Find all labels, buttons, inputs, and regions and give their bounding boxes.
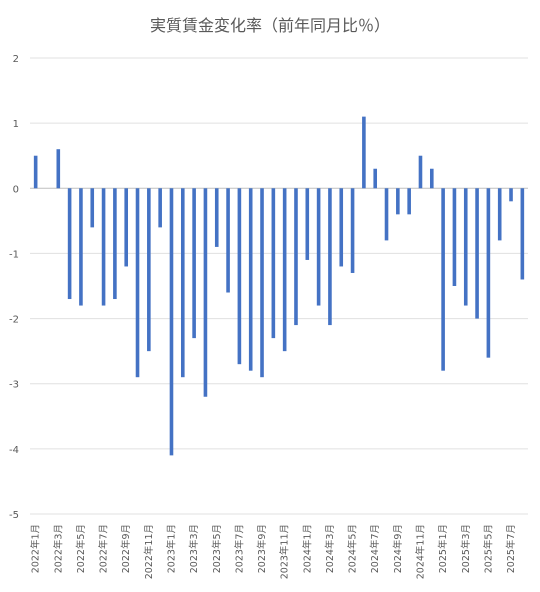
x-tick-label: 2023年11月 [279,524,291,579]
x-tick-label: 2023年9月 [256,524,268,573]
y-tick-label: -1 [9,249,19,260]
y-tick-label: -3 [9,380,19,391]
bar [373,168,378,189]
chart-title: 実質賃金変化率（前年同月比％） [149,16,390,35]
x-tick-label: 2024年11月 [414,524,426,579]
bar [497,188,502,241]
x-tick-label: 2025年7月 [505,524,517,573]
bar [124,188,129,267]
bar [486,188,491,358]
x-tick-label: 2022年7月 [98,524,110,573]
bar [147,188,151,352]
bar [203,188,208,397]
bar [294,188,298,326]
bar [463,188,468,306]
y-tick-label: 1 [13,119,19,130]
x-tick-label: 2022年1月 [30,524,42,573]
x-axis-ticks: 2022年1月 2022年3月 2022年5月 2022年7月 2022年9月 2022年… [30,524,517,579]
bar [192,188,196,339]
bar [113,188,117,300]
bar [248,188,253,371]
bar [271,188,276,339]
x-tick-label: 2024年1月 [301,524,313,573]
bar [328,188,332,326]
y-tick-label: 2 [13,54,19,65]
bar [101,188,106,306]
bar [441,188,445,371]
bar [67,188,72,300]
bar [282,188,287,352]
bar [362,116,366,189]
bar [396,188,400,215]
x-tick-label: 2023年1月 [165,524,177,573]
y-tick-label: -2 [9,315,19,326]
gridlines [30,57,528,515]
bar [56,149,61,189]
bar [452,188,457,286]
bars [33,116,525,456]
bar [79,188,83,306]
bar [520,188,525,280]
x-tick-label: 2022年5月 [75,524,87,573]
bar [226,188,230,293]
y-tick-label: 0 [13,184,19,195]
bar [180,188,185,378]
bar [339,188,344,267]
bar [384,188,389,241]
x-tick-label: 2025年3月 [460,524,472,573]
bar [158,188,162,228]
bar [237,188,242,365]
bar [90,188,95,228]
x-tick-label: 2022年9月 [120,524,132,573]
x-tick-label: 2024年7月 [369,524,381,573]
x-tick-label: 2025年5月 [482,524,494,573]
x-tick-label: 2023年5月 [211,524,223,573]
bar [475,188,479,319]
bar [169,188,174,456]
bar [350,188,355,273]
x-tick-label: 2024年5月 [347,524,359,573]
bar [135,188,140,378]
x-tick-label: 2022年11月 [143,524,155,579]
bar [260,188,264,378]
bar [316,188,321,306]
x-tick-label: 2023年7月 [233,524,245,573]
bar [418,155,423,189]
x-tick-label: 2023年3月 [188,524,200,573]
y-axis-ticks: 2 1 0 -1 -2 -3 -4 -5 [9,54,19,521]
bar [429,168,434,189]
bar [33,155,38,189]
x-tick-label: 2025年1月 [437,524,449,573]
bar [509,188,513,202]
y-tick-label: -5 [9,510,19,521]
y-tick-label: -4 [9,445,19,456]
bar [214,188,219,247]
x-tick-label: 2024年9月 [392,524,404,573]
bar [305,188,310,260]
bar [407,188,411,215]
x-tick-label: 2024年3月 [324,524,336,573]
x-tick-label: 2022年3月 [52,524,64,573]
